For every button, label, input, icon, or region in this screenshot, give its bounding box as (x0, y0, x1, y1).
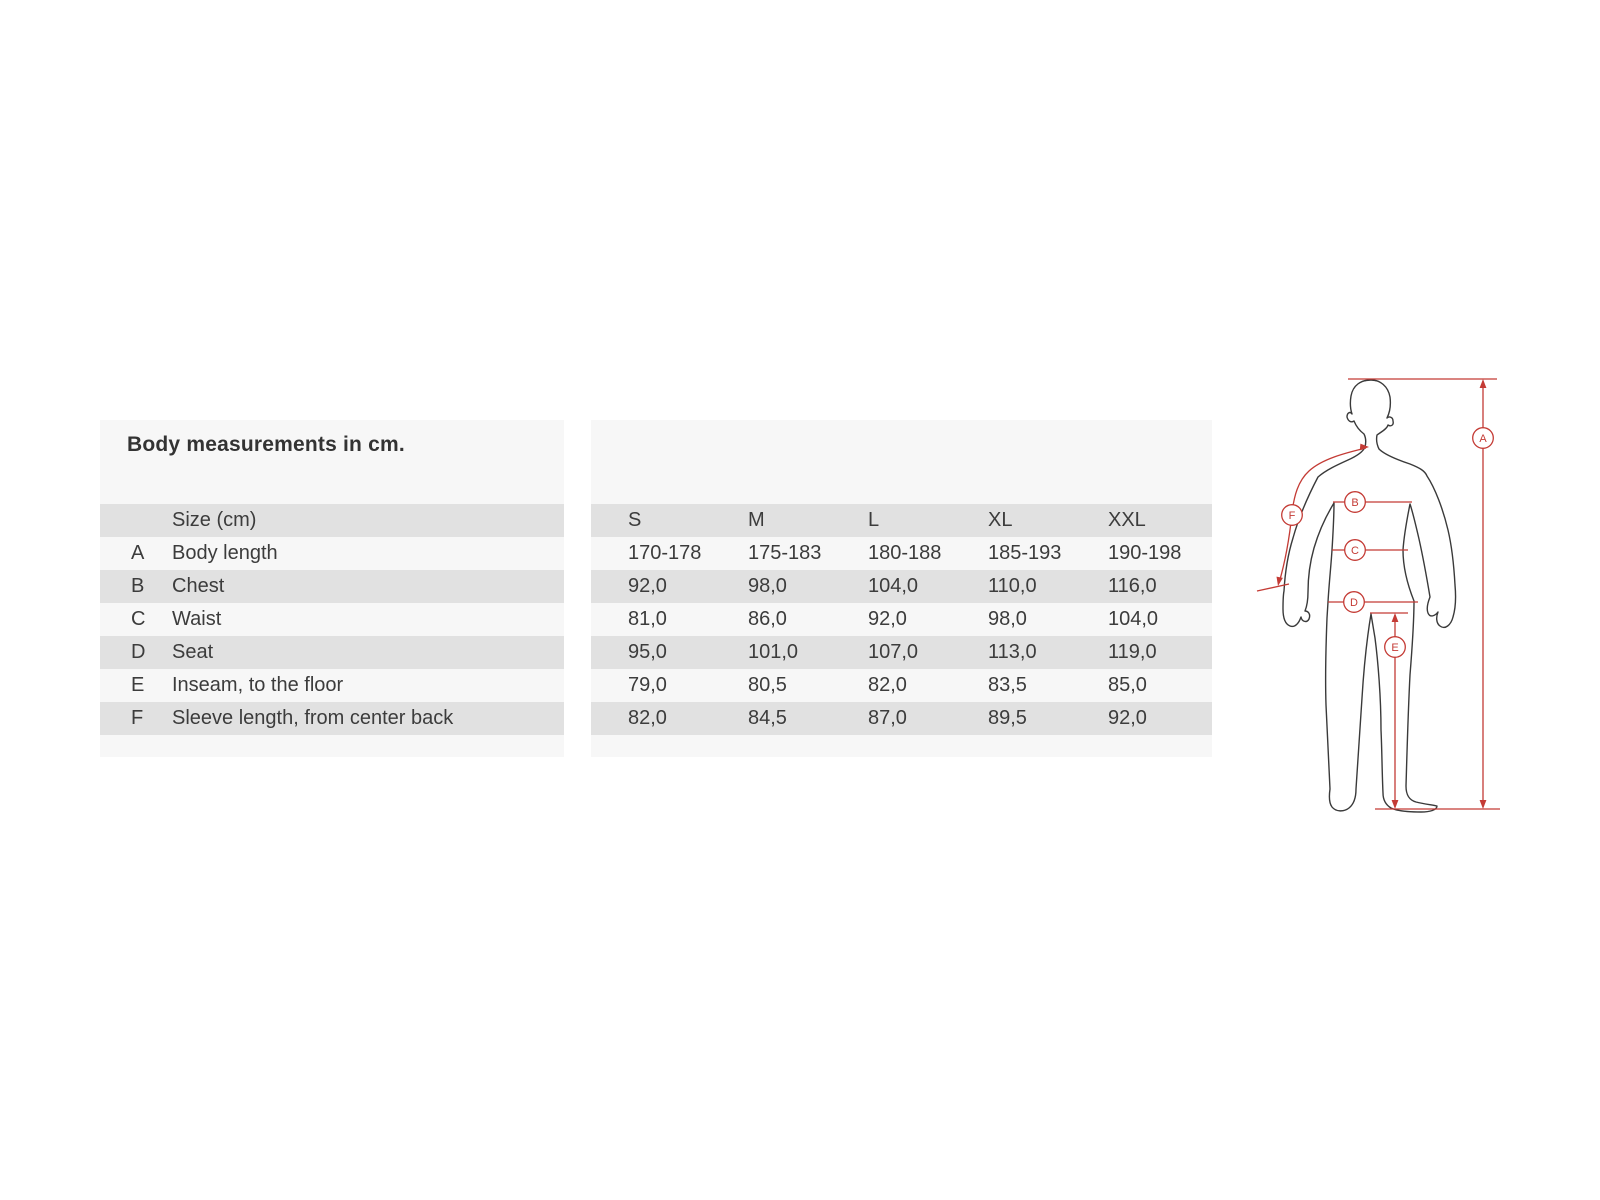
row-label: Waist (172, 608, 222, 630)
values-row-f-sleeve-length: 82,0 84,5 87,0 89,5 92,0 (591, 702, 1212, 735)
value-cell: 98,0 (748, 575, 787, 597)
row-label: Chest (172, 575, 225, 597)
values-row-b-chest: 92,0 98,0 104,0 110,0 116,0 (591, 570, 1212, 603)
row-b-chest: B Chest (100, 570, 564, 603)
arrowhead-a-top (1479, 379, 1487, 388)
value-cell: 170-178 (628, 542, 702, 564)
measurement-letter-badges: A B C D E F (1281, 427, 1494, 658)
arrowhead-e-top (1391, 613, 1399, 622)
value-cell: 86,0 (748, 608, 787, 630)
value-cell: 98,0 (988, 608, 1027, 630)
size-column-header: XL (988, 509, 1013, 531)
value-cell: 113,0 (988, 641, 1037, 663)
row-f-sleeve-length: F Sleeve length, from center back (100, 702, 564, 735)
badge-circle-f (1281, 504, 1303, 526)
value-cell: 95,0 (628, 641, 667, 663)
row-letter: B (131, 575, 145, 597)
value-cell: 180-188 (868, 542, 942, 564)
value-cell: 190-198 (1108, 542, 1182, 564)
row-a-body-length: A Body length (100, 537, 564, 570)
measurement-values-panel: S M L XL XXL 170-178 175-183 180-188 185… (591, 420, 1212, 757)
size-column-header: S (628, 509, 642, 531)
page-title: Body measurements in cm. (127, 433, 405, 456)
badge-letter-c: C (1351, 545, 1359, 557)
value-cell: 80,5 (748, 674, 787, 696)
values-row-a-body-length: 170-178 175-183 180-188 185-193 190-198 (591, 537, 1212, 570)
row-letter: E (131, 674, 145, 696)
value-cell: 79,0 (628, 674, 667, 696)
value-cell: 92,0 (868, 608, 907, 630)
row-e-inseam: E Inseam, to the floor (100, 669, 564, 702)
value-cell: 82,0 (628, 707, 667, 729)
badge-circle-a (1472, 427, 1494, 449)
value-cell: 87,0 (868, 707, 907, 729)
value-cell: 81,0 (628, 608, 667, 630)
body-silhouette-outline (1282, 379, 1457, 813)
value-cell: 89,5 (988, 707, 1027, 729)
badge-circle-c (1344, 539, 1366, 561)
measurement-annotations (1256, 378, 1500, 810)
value-cell: 119,0 (1108, 641, 1157, 663)
value-cell: 110,0 (988, 575, 1037, 597)
badge-circle-e (1384, 636, 1406, 658)
row-d-seat: D Seat (100, 636, 564, 669)
arrowhead-f-neck (1359, 443, 1369, 451)
values-row-d-seat: 95,0 101,0 107,0 113,0 119,0 (591, 636, 1212, 669)
labels-table: Size (cm) A Body length B Chest C Waist … (100, 504, 564, 735)
value-cell: 107,0 (868, 641, 919, 663)
value-cell: 116,0 (1108, 575, 1157, 597)
value-cell: 175-183 (748, 542, 822, 564)
value-cell: 104,0 (868, 575, 919, 597)
badge-circle-d (1343, 591, 1365, 613)
row-c-waist: C Waist (100, 603, 564, 636)
row-label: Body length (172, 542, 278, 564)
badge-letter-e: E (1391, 642, 1398, 654)
value-cell: 104,0 (1108, 608, 1159, 630)
value-cell: 84,5 (748, 707, 787, 729)
badge-letter-a: A (1479, 433, 1487, 445)
value-cell: 85,0 (1108, 674, 1147, 696)
measure-line-f-sleeve (1278, 447, 1367, 584)
row-label: Inseam, to the floor (172, 674, 344, 696)
body-measurement-figure: A B C D E F (1256, 378, 1500, 813)
arrowhead-f-wrist (1276, 576, 1283, 586)
values-table: S M L XL XXL 170-178 175-183 180-188 185… (591, 504, 1212, 735)
values-row-c-waist: 81,0 86,0 92,0 98,0 104,0 (591, 603, 1212, 636)
arrowhead-a-bottom (1479, 800, 1487, 809)
values-row-e-inseam: 79,0 80,5 82,0 83,5 85,0 (591, 669, 1212, 702)
badge-circle-b (1344, 491, 1366, 513)
badge-letter-b: B (1351, 497, 1358, 509)
row-label: Seat (172, 641, 214, 663)
size-column-header: M (748, 509, 765, 531)
row-letter: F (131, 707, 144, 729)
row-letter: A (131, 542, 145, 564)
size-columns-header-row: S M L XL XXL (591, 504, 1212, 537)
value-cell: 92,0 (1108, 707, 1147, 729)
badge-letter-f: F (1289, 510, 1296, 522)
value-cell: 101,0 (748, 641, 799, 663)
row-letter: C (131, 608, 146, 630)
measurement-labels-panel: Body measurements in cm. Size (cm) A Bod… (100, 420, 564, 757)
wrist-reference-tick (1256, 583, 1290, 592)
value-cell: 185-193 (988, 542, 1062, 564)
size-header-label: Size (cm) (172, 509, 257, 531)
value-cell: 92,0 (628, 575, 667, 597)
table-header-row: Size (cm) (100, 504, 564, 537)
size-column-header: L (868, 509, 880, 531)
size-column-header: XXL (1108, 509, 1146, 531)
badge-letter-d: D (1350, 597, 1358, 609)
header-letter-spacer (100, 504, 171, 537)
arrowhead-e-bottom (1391, 800, 1399, 809)
value-cell: 83,5 (988, 674, 1027, 696)
row-letter: D (131, 641, 146, 663)
value-cell: 82,0 (868, 674, 907, 696)
row-label: Sleeve length, from center back (172, 707, 454, 729)
